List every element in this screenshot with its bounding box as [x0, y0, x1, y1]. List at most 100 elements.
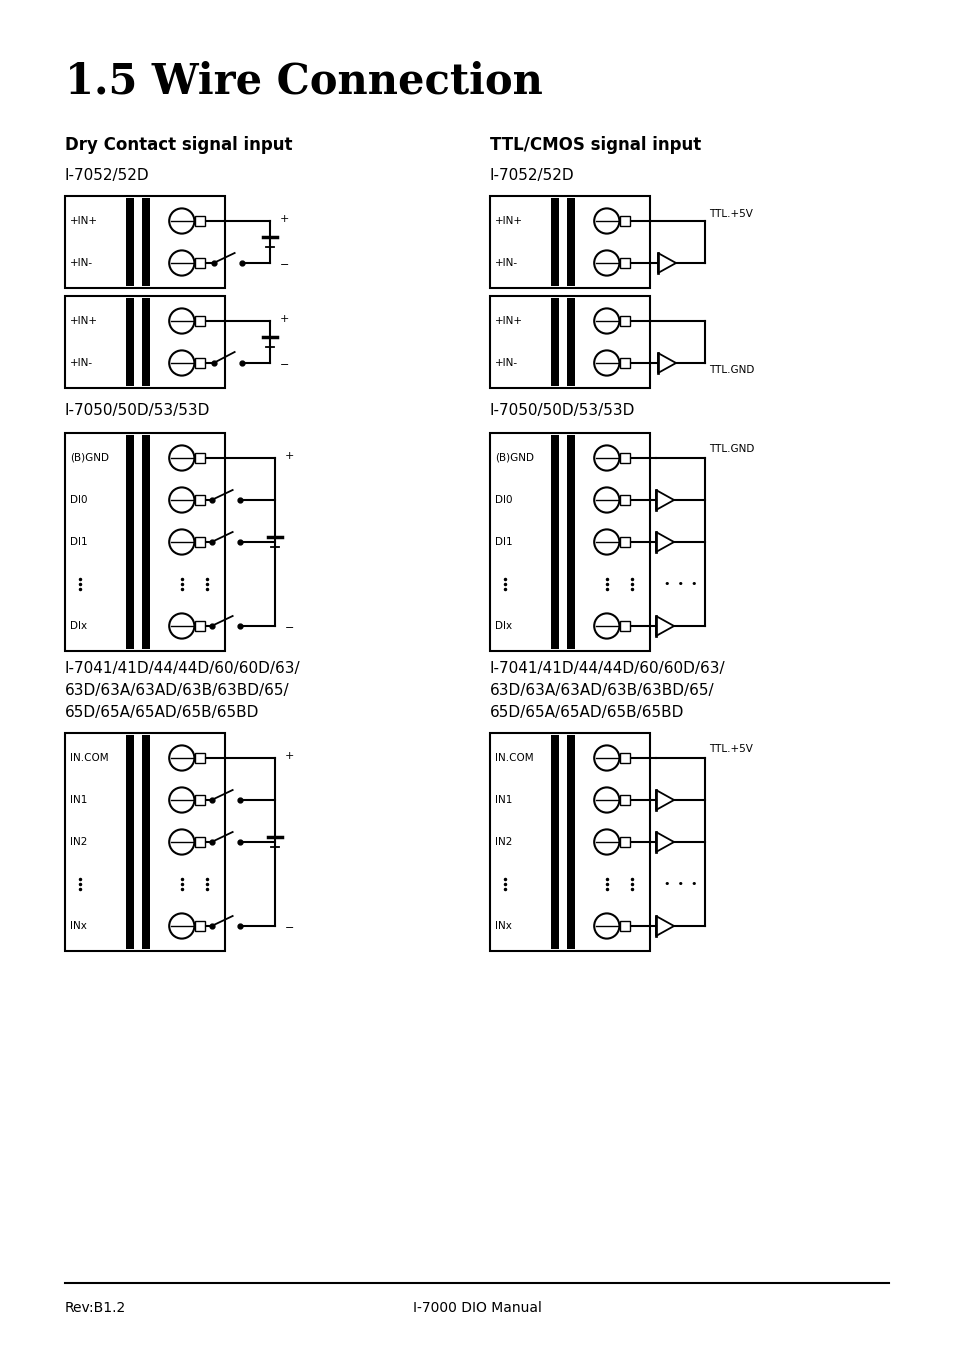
Text: DIx: DIx	[495, 621, 512, 631]
Circle shape	[594, 208, 618, 234]
Bar	[195, 796, 205, 805]
Bar	[619, 454, 629, 462]
Circle shape	[594, 913, 618, 939]
Text: +IN+: +IN+	[70, 216, 98, 226]
Polygon shape	[656, 490, 673, 509]
Polygon shape	[658, 353, 676, 373]
Text: +: +	[280, 213, 289, 224]
Text: +: +	[285, 751, 294, 761]
Text: DI1: DI1	[70, 536, 88, 547]
Bar	[550, 299, 558, 386]
Bar	[195, 754, 205, 762]
Circle shape	[594, 746, 618, 770]
Bar	[550, 199, 558, 286]
Bar	[566, 735, 575, 948]
Bar	[619, 796, 629, 805]
Text: 65D/65A/65AD/65B/65BD: 65D/65A/65AD/65B/65BD	[490, 705, 683, 720]
Bar	[142, 435, 150, 648]
Circle shape	[169, 350, 194, 376]
Bar	[195, 454, 205, 462]
Bar	[126, 299, 133, 386]
Text: +: +	[285, 451, 294, 461]
Text: •  •  •: • • •	[663, 580, 697, 589]
Bar	[195, 496, 205, 505]
Text: 65D/65A/65AD/65B/65BD: 65D/65A/65AD/65B/65BD	[65, 705, 259, 720]
Polygon shape	[656, 616, 673, 636]
Text: IN1: IN1	[70, 794, 88, 805]
Text: −: −	[285, 623, 294, 634]
Text: −: −	[285, 923, 294, 934]
Circle shape	[169, 308, 194, 334]
Text: DIx: DIx	[70, 621, 87, 631]
Text: I-7041/41D/44/44D/60/60D/63/: I-7041/41D/44/44D/60/60D/63/	[65, 661, 300, 676]
Circle shape	[594, 308, 618, 334]
Bar	[142, 199, 150, 286]
Circle shape	[169, 913, 194, 939]
Bar	[65, 196, 225, 288]
Bar	[566, 299, 575, 386]
Text: +IN+: +IN+	[70, 316, 98, 326]
Bar	[195, 921, 205, 931]
Circle shape	[169, 208, 194, 234]
Text: IN2: IN2	[495, 838, 512, 847]
Bar	[142, 735, 150, 948]
Text: TTL/CMOS signal input: TTL/CMOS signal input	[490, 136, 700, 154]
Bar	[619, 621, 629, 631]
Bar	[619, 538, 629, 547]
Text: IN2: IN2	[70, 838, 88, 847]
Text: INx: INx	[70, 921, 87, 931]
Bar	[619, 754, 629, 762]
Text: I-7050/50D/53/53D: I-7050/50D/53/53D	[490, 403, 635, 417]
Text: −: −	[280, 359, 289, 370]
Text: I-7050/50D/53/53D: I-7050/50D/53/53D	[65, 403, 211, 417]
Text: INx: INx	[495, 921, 512, 931]
Text: IN1: IN1	[495, 794, 512, 805]
Bar	[195, 216, 205, 226]
Bar	[550, 735, 558, 948]
Circle shape	[594, 613, 618, 639]
Text: 1.5 Wire Connection: 1.5 Wire Connection	[65, 61, 542, 103]
Polygon shape	[656, 790, 673, 811]
Text: I-7052/52D: I-7052/52D	[490, 168, 574, 182]
Circle shape	[169, 530, 194, 555]
Text: TTL.+5V: TTL.+5V	[708, 209, 752, 219]
Bar	[195, 258, 205, 267]
Bar	[126, 435, 133, 648]
Polygon shape	[656, 532, 673, 553]
Bar	[550, 435, 558, 648]
Circle shape	[169, 488, 194, 512]
Bar	[566, 199, 575, 286]
Text: (B)GND: (B)GND	[495, 453, 534, 463]
Text: +IN+: +IN+	[495, 316, 522, 326]
Circle shape	[594, 488, 618, 512]
Text: +IN-: +IN-	[70, 358, 93, 367]
Text: +IN-: +IN-	[495, 258, 517, 267]
Circle shape	[169, 446, 194, 470]
Bar	[619, 496, 629, 505]
Bar	[619, 316, 629, 326]
Bar	[195, 538, 205, 547]
Text: TTL.GND: TTL.GND	[708, 365, 754, 376]
Text: +IN-: +IN-	[495, 358, 517, 367]
Bar	[490, 196, 649, 288]
Text: (B)GND: (B)GND	[70, 453, 109, 463]
Text: DI0: DI0	[70, 494, 88, 505]
Text: DI1: DI1	[495, 536, 512, 547]
Circle shape	[169, 788, 194, 812]
Bar	[126, 735, 133, 948]
Text: +IN-: +IN-	[70, 258, 93, 267]
Text: −: −	[280, 259, 289, 270]
Circle shape	[169, 613, 194, 639]
Bar	[65, 296, 225, 388]
Bar	[619, 258, 629, 267]
Text: Dry Contact signal input: Dry Contact signal input	[65, 136, 293, 154]
Polygon shape	[656, 916, 673, 936]
Bar	[619, 921, 629, 931]
Text: 63D/63A/63AD/63B/63BD/65/: 63D/63A/63AD/63B/63BD/65/	[65, 684, 290, 698]
Circle shape	[169, 830, 194, 855]
Bar	[490, 296, 649, 388]
Text: I-7052/52D: I-7052/52D	[65, 168, 150, 182]
Bar	[65, 734, 225, 951]
Text: +: +	[280, 313, 289, 324]
Bar	[142, 299, 150, 386]
